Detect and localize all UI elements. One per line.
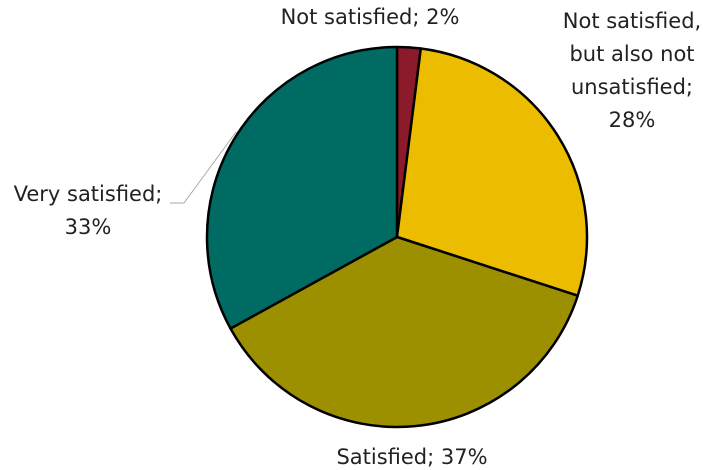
data-label: but also not xyxy=(569,42,694,66)
pie-slice xyxy=(229,235,579,429)
data-label: unsatisfied; xyxy=(571,75,693,99)
pie-slice xyxy=(395,47,589,297)
data-label: 28% xyxy=(609,108,656,132)
data-label: Satisfied; 37% xyxy=(336,445,487,469)
pie-slice xyxy=(205,45,399,330)
data-label: Not satisfied; 2% xyxy=(281,5,460,29)
data-label: 33% xyxy=(65,215,112,239)
data-label: Very satisfied; xyxy=(14,182,163,206)
leader-line xyxy=(170,131,237,204)
data-label: Not satisfied, xyxy=(563,9,701,33)
